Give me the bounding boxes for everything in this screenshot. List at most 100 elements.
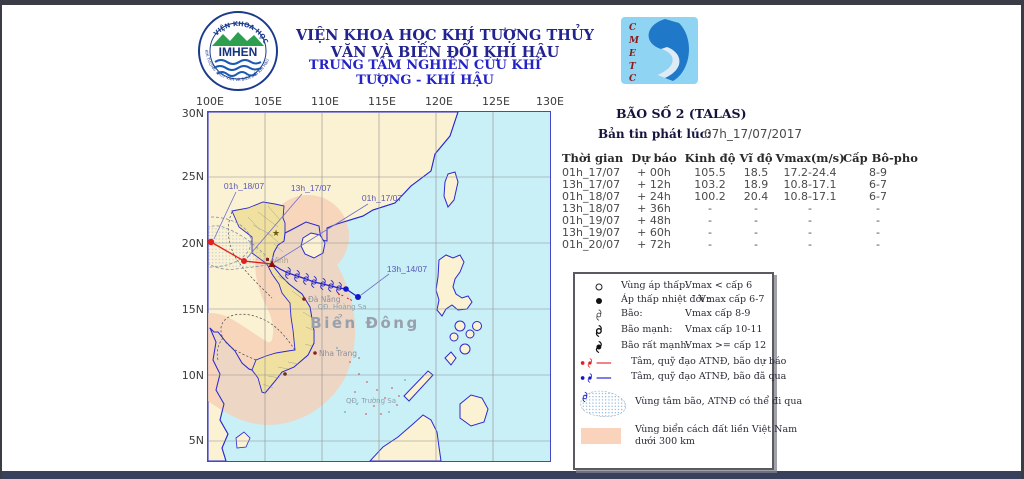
city-markers: ★ Vinh Đà Nẵng Nha Trang [266,229,357,376]
table-row: 01h_17/07 [562,166,621,179]
storm-title: BÃO SỐ 2 (TALAS) [616,106,747,121]
hcmc-marker [283,372,287,376]
storm-uncertainty-cone [208,216,273,270]
lon-tick-130e: 130E [536,95,564,108]
past-track [271,263,361,302]
table-row: 01h_20/07 [562,238,621,251]
filled-dot-icon [596,298,602,304]
legend-item-past-track: Tâm, quỹ đạo ATNĐ, bão đã qua [575,371,786,385]
legend-item-depression: Vùng áp thấp: Vmax < cấp 6 [575,280,772,294]
cyclone-blue-icon [587,373,593,383]
legend-item-strong-storm: Bão mạnh: Vmax cấp 10-11 [575,324,772,338]
bien-dong-label: Biển Đông [310,313,419,332]
table-row: 01h_18/07 [562,190,621,203]
legend-item-storm: Bão: Vmax cấp 8-9 [575,308,772,322]
svg-text:C: C [629,74,637,84]
window-frame-top [0,0,1024,5]
cyclone-bold-icon [595,324,602,338]
window-frame-bottom [0,471,1024,479]
col-header-forecast: Dự báo [631,151,677,165]
imhen-logo: VIỆN KHOA HỌC KHÍ TƯỢNG THỦY VĂN VÀ BIẾN… [197,8,279,98]
lat-tick-15n: 15N [181,303,204,316]
org-name-line1: VIỆN KHOA HỌC KHÍ TƯỢNG THỦY VĂN VÀ BIẾN… [296,27,594,61]
borneo-island [369,414,442,461]
hoang-sa-label: QĐ. Hoàng Sa [317,303,366,311]
svg-text:E: E [628,49,636,59]
table-row: 01h_19/07 [562,214,621,227]
issued-label: Bản tin phát lúc: [598,127,712,141]
svg-text:T: T [629,62,637,72]
table-row: 13h_19/07 [562,226,621,239]
legend-item-cone: Vùng tâm bão, ATNĐ có thể đi qua [575,386,802,420]
forecast-dot-24h [208,238,215,246]
legend-item-very-strong-storm: Bão rất mạnh: Vmax >= cấp 12 [575,340,772,354]
issued-value: 07h_17/07/2017 [704,127,803,141]
svg-text:M: M [628,36,640,46]
coastal-zone-swatch-icon [581,428,621,444]
col-header-time: Thời gian [562,151,624,165]
label-13h-14-07: 13h_14/07 [387,264,427,274]
lat-tick-30n: 30N [181,107,204,120]
lon-tick-120e: 120E [425,95,453,108]
table-row: 13h_17/07 [562,178,621,191]
lon-tick-100e: 100E [196,95,224,108]
cyclone-filled-icon [595,340,602,354]
map-gridlines [208,112,550,461]
cyclone-icon [596,309,602,321]
legend-item-coastal-zone: Vùng biển cách đất liền Việt Nam dưới 30… [575,422,797,456]
metc-logo: C M E T C [621,17,698,88]
label-01h-18-07: 01h_18/07 [224,181,264,191]
past-start-dot [355,294,361,300]
truong-sa-label: QĐ. Trường Sa [346,397,396,405]
track-time-labels: 01h_18/07 13h_17/07 01h_17/07 13h_14/07 [224,181,427,274]
table-row: 13h_18/07 [562,202,621,215]
nhatrang-label: Nha Trang [319,349,357,358]
danang-marker [302,297,306,301]
taiwan-island [443,171,459,208]
legend-box: Vùng áp thấp: Vmax < cấp 6 Áp thấp nhiệt… [573,272,802,470]
lat-tick-5n: 5N [188,434,204,447]
track-callout-lines [213,191,390,296]
window-frame-right [1021,0,1024,479]
col-header-longitude: Kinh độ [684,151,736,165]
storm-data-panel: BÃO SỐ 2 (TALAS) Bản tin phát lúc: 07h_1… [562,106,918,251]
province-borders [247,205,314,389]
storm-track-map: 01h_18/07 13h_17/07 01h_17/07 13h_14/07 … [207,111,551,462]
legend-item-tropical-depression: Áp thấp nhiệt đới : Vmax cấp 6-7 [575,294,772,308]
col-header-vmax: Vmax(m/s) [775,151,845,165]
vinh-label: Vinh [272,256,289,265]
landfall-marker [268,260,276,267]
hanoi-star-icon: ★ [272,229,280,239]
legend-item-forecast-track: Tâm, quỹ đạo ATNĐ, bão dự báo [575,356,786,370]
lon-tick-110e: 110E [311,95,339,108]
forecast-track [208,238,276,267]
label-13h-17-07: 13h_17/07 [291,183,331,193]
col-header-latitude: Vĩ độ [739,151,773,165]
lat-tick-20n: 20N [181,237,204,250]
lat-tick-10n: 10N [181,369,204,382]
imhen-waves-icon [213,59,262,77]
label-01h-17-07: 01h_17/07 [362,193,402,203]
reef-specks [349,357,400,415]
past-position-dot [343,286,349,292]
cone-swatch-icon [580,390,626,417]
cyclone-red-icon [587,358,593,368]
open-circle-icon [595,283,603,291]
window-frame-left [0,0,2,479]
forecast-dot-12h [241,258,247,264]
imhen-wordmark: IMHEN [219,45,258,59]
hainan-island [300,232,326,259]
danang-label: Đà Nẵng [308,295,341,304]
org-name-line2: TRUNG TÂM NGHIÊN CỨU KHÍ TƯỢNG - KHÍ HẬU [308,58,542,88]
vinh-marker [266,258,269,261]
nhatrang-marker [313,351,317,355]
lon-tick-115e: 115E [368,95,396,108]
metc-letters: C M E T C [628,23,640,84]
lon-tick-105e: 105E [254,95,282,108]
coastal-300km-zone [208,195,356,425]
col-header-beaufort: Cấp Bô-pho [843,151,918,165]
imhen-mountains-icon [212,32,264,52]
shoal-specks [336,347,406,413]
lon-tick-125e: 125E [482,95,510,108]
